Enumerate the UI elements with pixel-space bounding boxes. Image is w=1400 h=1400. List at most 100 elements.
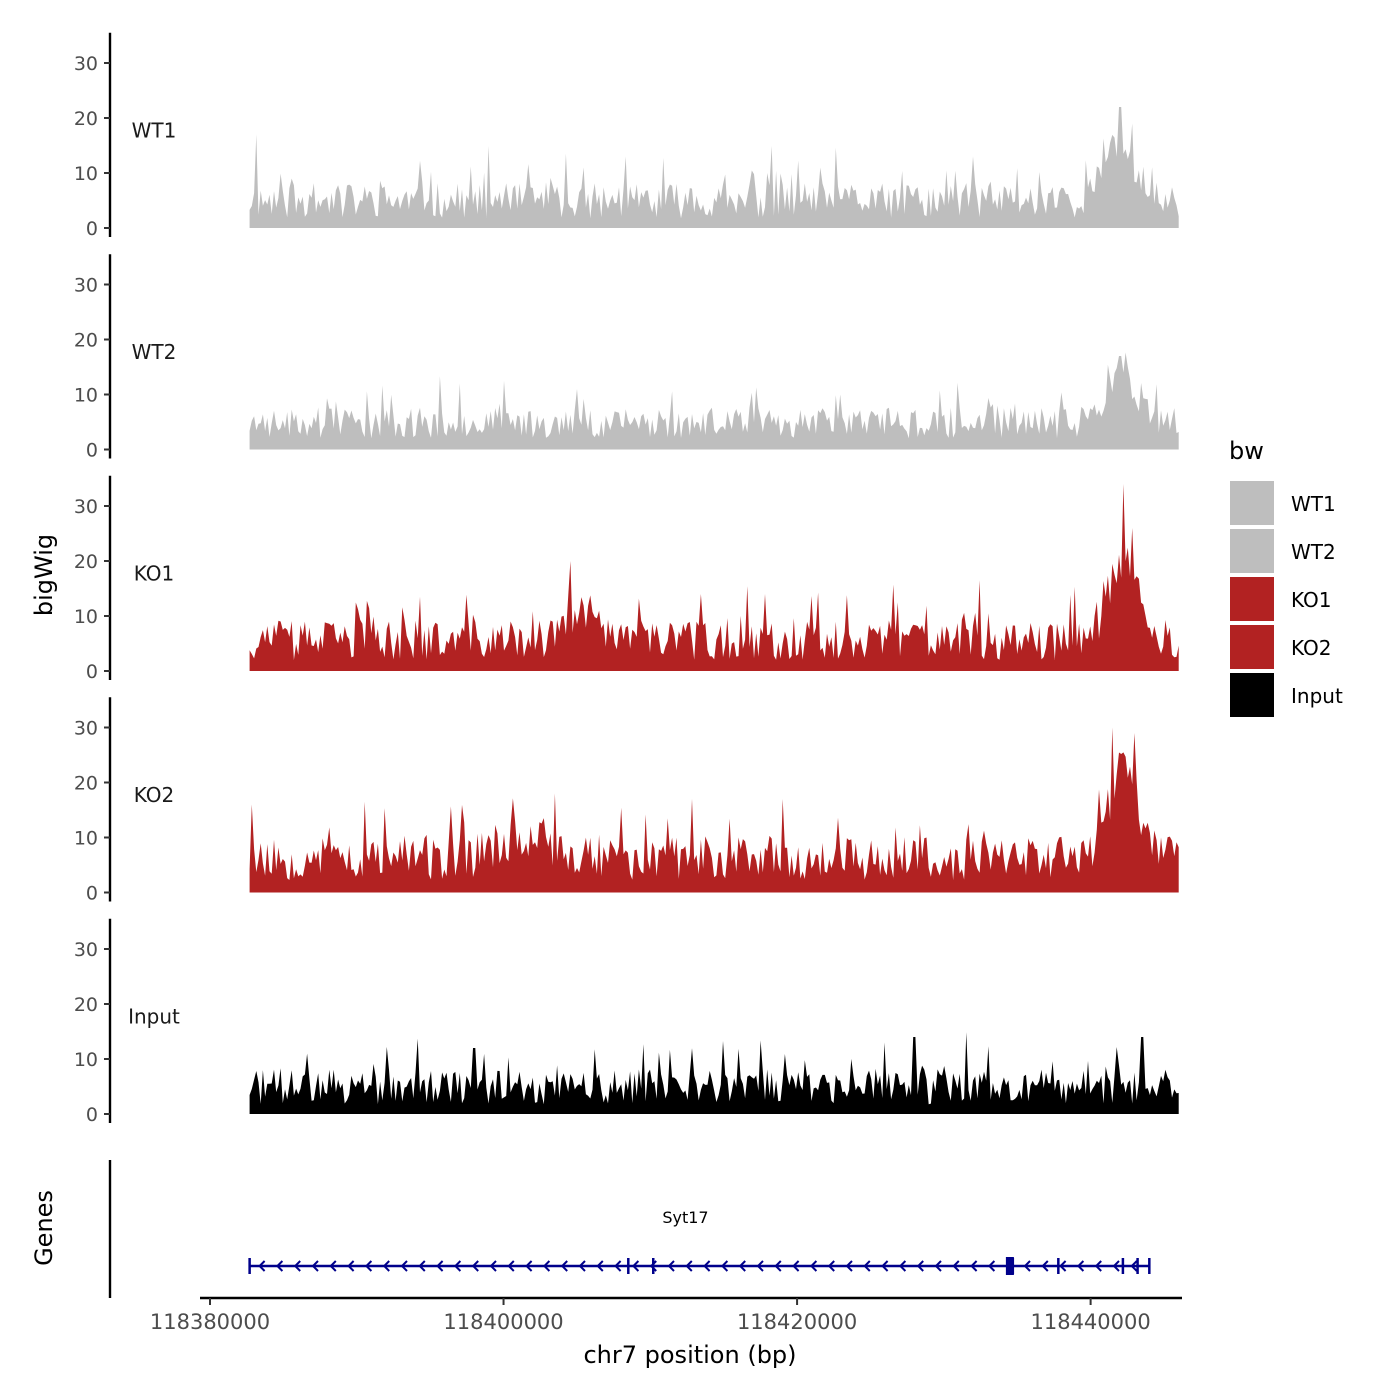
legend-label: Input xyxy=(1291,684,1343,708)
y-tick-label: 0 xyxy=(86,218,98,240)
legend-swatch xyxy=(1228,575,1276,623)
y-tick-label: 30 xyxy=(74,496,98,518)
legend-label: KO2 xyxy=(1291,636,1332,660)
strand-arrow xyxy=(614,1260,622,1272)
legend: bw WT1 WT2 KO1 KO2 Input xyxy=(1228,437,1343,719)
strand-arrow xyxy=(418,1260,426,1272)
strand-arrow xyxy=(703,1260,711,1272)
y-tick-label: 0 xyxy=(86,440,98,462)
strand-arrow xyxy=(631,1260,640,1272)
signal-area-wt2 xyxy=(249,352,1179,450)
y-tick-label: 10 xyxy=(74,606,98,628)
legend-title: bw xyxy=(1229,437,1264,465)
track-ko1: 0 10 20 30 KO1 xyxy=(74,475,1179,683)
strand-arrow xyxy=(916,1260,924,1272)
signal-tracks: 0 10 20 30 WT1 0 10 20 30 WT2 0 10 20 30 KO1 0 10 20 30 KO2… xyxy=(74,32,1179,1126)
y-tick-label: 10 xyxy=(74,385,98,407)
y-tick-label: 30 xyxy=(74,275,98,297)
strand-arrow xyxy=(489,1260,497,1272)
strand-arrow xyxy=(1041,1260,1049,1272)
strand-arrow xyxy=(845,1260,853,1272)
strand-arrow xyxy=(827,1260,835,1272)
y-tick-label: 20 xyxy=(74,330,98,352)
y-tick-label: 10 xyxy=(74,163,98,185)
strand-arrow xyxy=(1130,1260,1138,1272)
strand-arrow xyxy=(578,1260,586,1272)
legend-swatch xyxy=(1228,623,1276,671)
gene-name-label: Syt17 xyxy=(662,1208,708,1227)
strand-arrow xyxy=(507,1260,515,1272)
strand-arrow xyxy=(970,1260,978,1272)
track-wt2: 0 10 20 30 WT2 xyxy=(74,254,1179,462)
y-tick-label: 30 xyxy=(74,939,98,961)
legend-label: WT1 xyxy=(1291,492,1336,516)
legend-label: WT2 xyxy=(1291,540,1336,564)
signal-area-input xyxy=(249,1032,1179,1114)
gene-track: Syt17 xyxy=(108,1160,1151,1298)
strand-arrow xyxy=(347,1260,355,1272)
x-tick-label: 118420000 xyxy=(737,1310,857,1334)
strand-arrow xyxy=(275,1260,284,1272)
strand-arrow xyxy=(649,1260,657,1272)
y-tick-label: 30 xyxy=(74,718,98,740)
strand-arrow xyxy=(293,1260,301,1272)
y-tick-label: 0 xyxy=(86,661,98,683)
track-label: KO1 xyxy=(134,561,175,585)
strand-arrow xyxy=(952,1260,960,1272)
strand-arrow xyxy=(436,1260,444,1272)
strand-arrow xyxy=(1112,1260,1120,1272)
strand-arrow xyxy=(1076,1260,1085,1272)
strand-arrow xyxy=(542,1260,551,1272)
track-ko2: 0 10 20 30 KO2 xyxy=(74,697,1179,905)
x-tick-label: 118440000 xyxy=(1030,1310,1150,1334)
track-input: 0 10 20 30 Input xyxy=(74,918,1179,1126)
strand-arrow xyxy=(756,1260,764,1272)
y-axis-title: bigWig xyxy=(30,534,58,616)
strand-arrow xyxy=(525,1260,533,1272)
strand-arrow xyxy=(1023,1260,1031,1272)
strand-arrow xyxy=(471,1260,479,1272)
strand-arrow xyxy=(898,1260,907,1272)
strand-arrow xyxy=(560,1260,568,1272)
strand-arrow xyxy=(364,1260,373,1272)
legend-swatch xyxy=(1228,479,1276,527)
y-tick-label: 20 xyxy=(74,773,98,795)
x-axis: 118380000 118400000 118420000 118440000 xyxy=(150,1296,1182,1334)
strand-arrow xyxy=(774,1260,782,1272)
track-label: WT1 xyxy=(132,118,177,142)
legend-swatch xyxy=(1228,527,1276,575)
gene-syt17: Syt17 xyxy=(248,1208,1151,1275)
y-tick-label: 20 xyxy=(74,994,98,1016)
track-label: Input xyxy=(128,1004,180,1028)
genes-axis-title: Genes xyxy=(30,1190,58,1266)
strand-arrow xyxy=(311,1260,319,1272)
strand-arrow xyxy=(1094,1260,1102,1272)
strand-arrow xyxy=(720,1260,729,1272)
strand-arrow xyxy=(667,1260,675,1272)
strand-arrow xyxy=(453,1260,462,1272)
y-tick-label: 10 xyxy=(74,828,98,850)
strand-arrow xyxy=(881,1260,889,1272)
x-axis-title: chr7 position (bp) xyxy=(583,1341,796,1369)
track-wt1: 0 10 20 30 WT1 xyxy=(74,32,1179,240)
strand-arrow xyxy=(987,1260,996,1272)
legend-swatch xyxy=(1228,671,1276,719)
y-tick-label: 0 xyxy=(86,883,98,905)
strand-arrow xyxy=(1059,1260,1067,1272)
strand-arrow xyxy=(685,1260,693,1272)
track-label: KO2 xyxy=(134,783,175,807)
strand-arrow xyxy=(738,1260,746,1272)
x-tick-label: 118400000 xyxy=(443,1310,563,1334)
signal-area-ko2 xyxy=(249,727,1179,893)
strand-arrow xyxy=(400,1260,408,1272)
y-tick-label: 20 xyxy=(74,108,98,130)
y-tick-label: 30 xyxy=(74,53,98,75)
y-tick-label: 10 xyxy=(74,1049,98,1071)
legend-label: KO1 xyxy=(1291,588,1332,612)
x-tick-label: 118380000 xyxy=(150,1310,270,1334)
strand-arrow xyxy=(596,1260,604,1272)
strand-arrow xyxy=(934,1260,942,1272)
y-tick-label: 0 xyxy=(86,1104,98,1126)
y-tick-label: 20 xyxy=(74,551,98,573)
